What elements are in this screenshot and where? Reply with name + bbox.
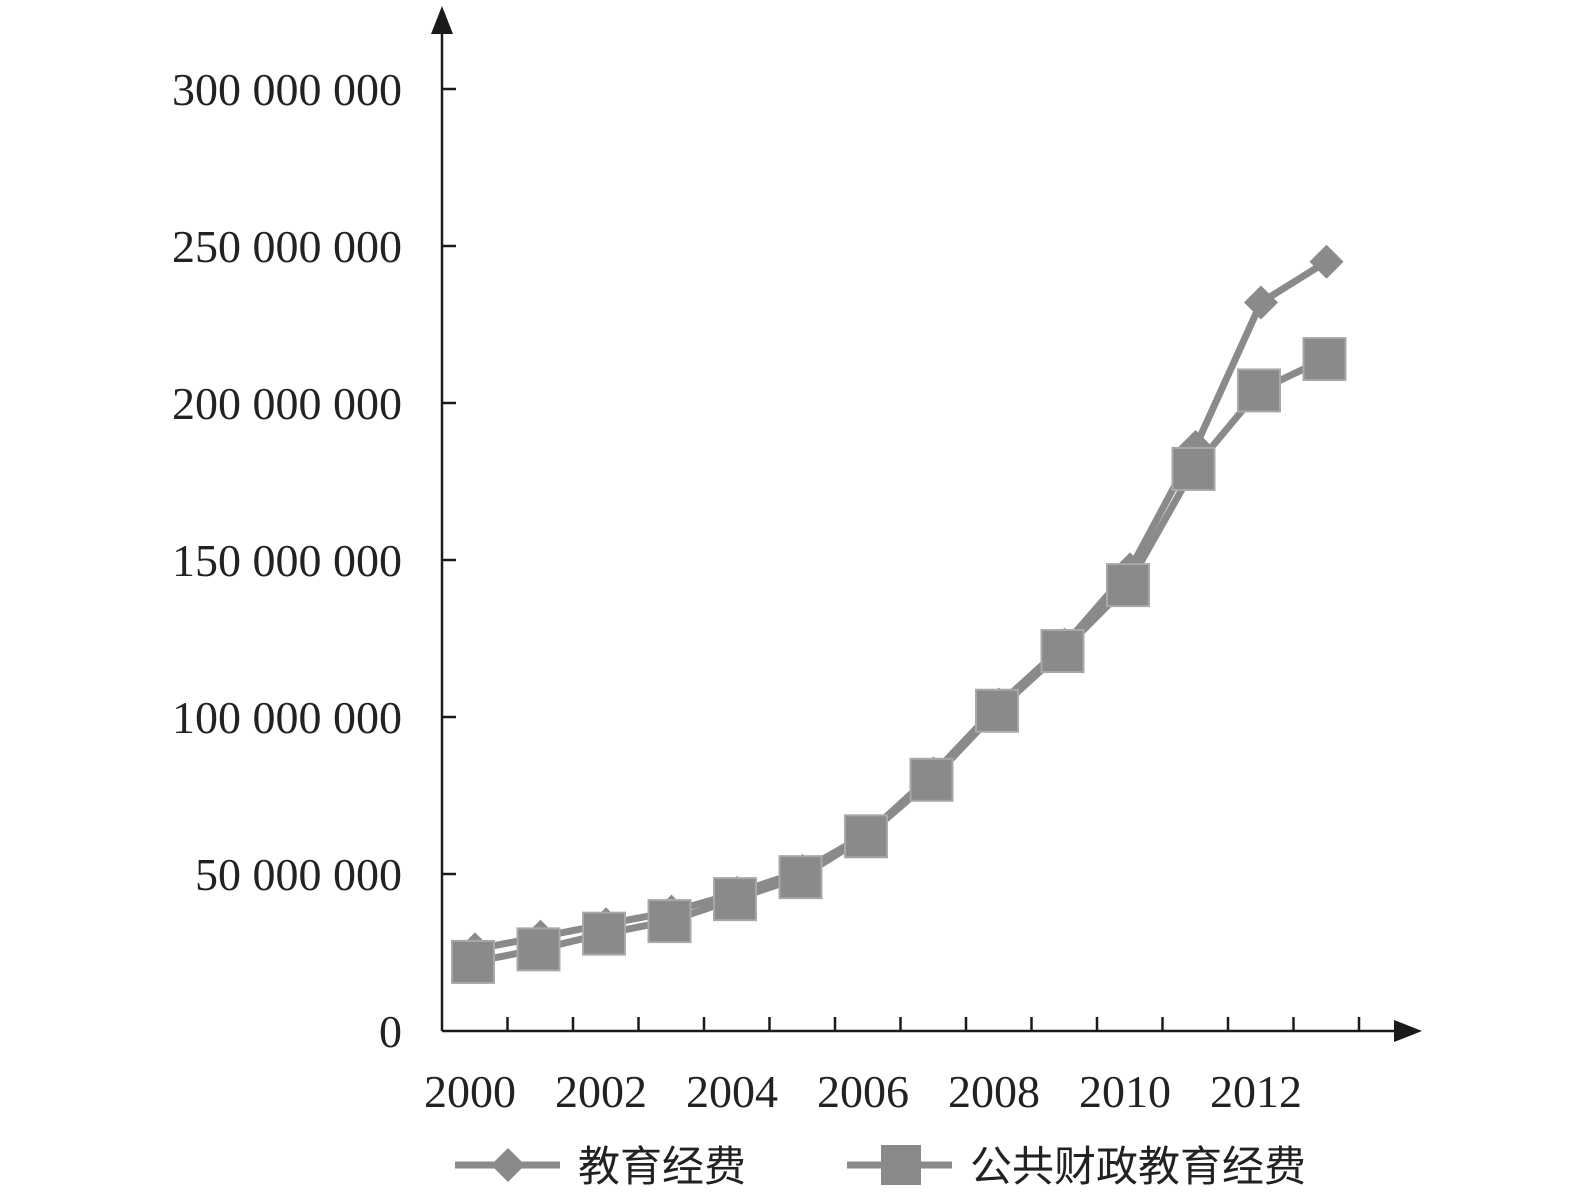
legend-label-series-1: 教育经费 xyxy=(578,1142,746,1191)
legend-diamond-icon xyxy=(491,1148,525,1182)
data-point-square xyxy=(451,939,495,984)
x-tick-label: 2010 xyxy=(1079,1066,1171,1117)
data-point-square xyxy=(778,855,823,900)
data-point-square xyxy=(647,899,692,944)
x-axis-arrow-icon xyxy=(1394,1020,1422,1042)
legend-item-series-2: 公共财政教育经费 xyxy=(847,1142,1306,1191)
data-point-diamond xyxy=(1309,244,1344,279)
data-point-square xyxy=(909,757,954,802)
series-1 xyxy=(458,244,1344,967)
data-point-square xyxy=(1171,446,1216,491)
y-tick-label: 150 000 000 xyxy=(172,535,402,586)
y-axis-arrow-icon xyxy=(431,6,453,34)
y-tick-label: 50 000 000 xyxy=(195,849,402,900)
x-tick-label: 2002 xyxy=(555,1066,647,1117)
series-layer xyxy=(451,244,1347,984)
data-point-diamond xyxy=(1244,285,1278,320)
x-ticks: 2000 2002 2004 2006 2008 2010 2012 xyxy=(424,1017,1361,1117)
y-ticks: 0 50 000 000 100 000 000 150 000 000 200 000… xyxy=(172,64,456,1057)
data-point-square xyxy=(975,688,1019,733)
legend-item-series-1: 教育经费 xyxy=(455,1142,746,1191)
data-point-square xyxy=(1302,337,1347,382)
y-tick-label: 0 xyxy=(379,1006,402,1057)
data-point-square xyxy=(1040,629,1085,674)
data-point-square xyxy=(516,927,561,972)
data-point-square xyxy=(1237,368,1281,413)
data-point-square xyxy=(1106,563,1150,608)
series-line-1 xyxy=(474,258,1329,953)
x-tick-label: 2000 xyxy=(424,1066,516,1117)
y-tick-label: 300 000 000 xyxy=(172,64,402,115)
legend-square-icon xyxy=(881,1145,921,1185)
data-point-square xyxy=(582,911,626,956)
x-tick-label: 2004 xyxy=(686,1066,778,1117)
y-tick-label: 100 000 000 xyxy=(172,692,402,743)
x-tick-label: 2006 xyxy=(817,1066,909,1117)
y-tick-label: 250 000 000 xyxy=(172,221,402,272)
legend-label-series-2: 公共财政教育经费 xyxy=(970,1142,1306,1191)
x-tick-label: 2012 xyxy=(1210,1066,1302,1117)
legend: 教育经费 公共财政教育经费 xyxy=(455,1142,1306,1191)
y-tick-label: 200 000 000 xyxy=(172,378,402,429)
x-tick-label: 2008 xyxy=(948,1066,1040,1117)
series-2 xyxy=(451,337,1347,984)
data-point-square xyxy=(844,814,888,859)
data-point-square xyxy=(713,877,757,922)
